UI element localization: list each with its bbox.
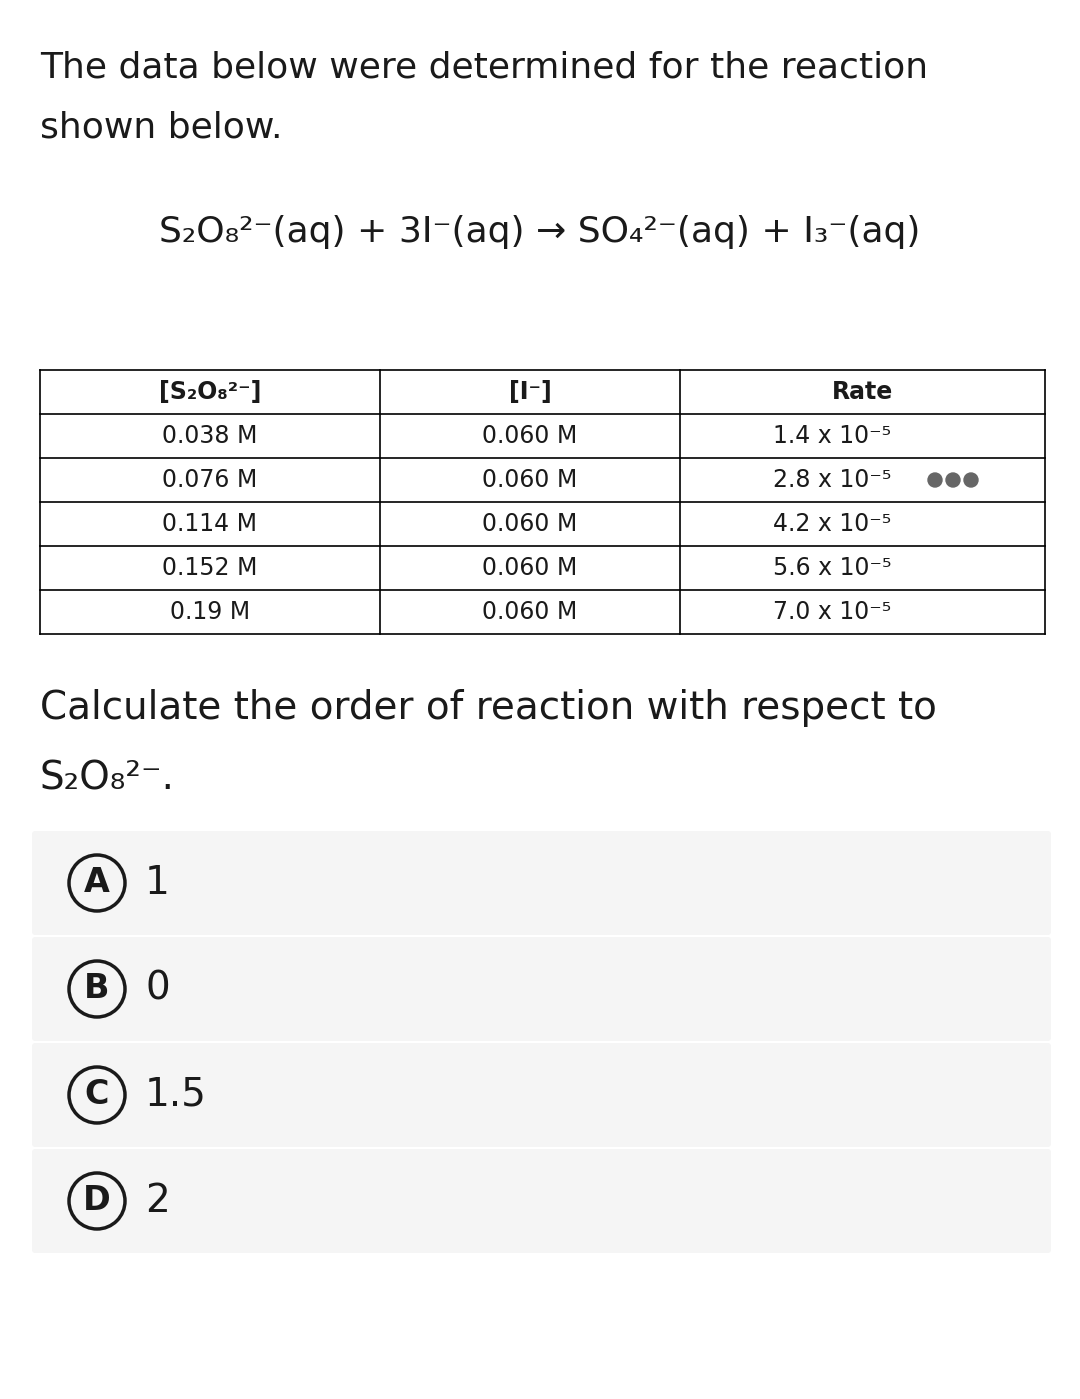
Text: 1.5: 1.5 [145, 1076, 207, 1114]
FancyBboxPatch shape [32, 831, 1051, 935]
Text: A: A [84, 866, 110, 900]
Text: S₂O₈²⁻(aq) + 3I⁻(aq) → SO₄²⁻(aq) + I₃⁻(aq): S₂O₈²⁻(aq) + 3I⁻(aq) → SO₄²⁻(aq) + I₃⁻(a… [160, 215, 920, 249]
Text: 4.2 x 10⁻⁵: 4.2 x 10⁻⁵ [773, 512, 892, 536]
Text: B: B [84, 972, 110, 1006]
Text: 0.19 M: 0.19 M [170, 600, 251, 624]
Text: 0: 0 [145, 970, 170, 1009]
Text: shown below.: shown below. [40, 111, 283, 144]
FancyBboxPatch shape [32, 1149, 1051, 1254]
Text: C: C [84, 1079, 109, 1111]
Text: 0.060 M: 0.060 M [483, 424, 578, 448]
Text: 1: 1 [145, 865, 170, 902]
Text: 0.076 M: 0.076 M [162, 469, 258, 492]
Text: D: D [83, 1185, 111, 1217]
Circle shape [964, 473, 978, 487]
Text: S₂O₈²⁻.: S₂O₈²⁻. [40, 760, 175, 797]
Text: 0.060 M: 0.060 M [483, 600, 578, 624]
Circle shape [928, 473, 942, 487]
FancyBboxPatch shape [32, 1044, 1051, 1147]
Text: The data below were determined for the reaction: The data below were determined for the r… [40, 50, 928, 84]
Text: 5.6 x 10⁻⁵: 5.6 x 10⁻⁵ [773, 555, 892, 581]
Text: 2: 2 [145, 1182, 170, 1220]
Text: 0.060 M: 0.060 M [483, 555, 578, 581]
Text: Rate: Rate [832, 381, 893, 404]
Text: Calculate the order of reaction with respect to: Calculate the order of reaction with res… [40, 688, 936, 727]
Text: [S₂O₈²⁻]: [S₂O₈²⁻] [159, 381, 261, 404]
Text: 0.060 M: 0.060 M [483, 512, 578, 536]
Text: 2.8 x 10⁻⁵: 2.8 x 10⁻⁵ [773, 469, 892, 492]
Text: 1.4 x 10⁻⁵: 1.4 x 10⁻⁵ [773, 424, 892, 448]
Text: 0.114 M: 0.114 M [162, 512, 257, 536]
Circle shape [946, 473, 960, 487]
FancyBboxPatch shape [32, 937, 1051, 1041]
Text: 0.060 M: 0.060 M [483, 469, 578, 492]
Text: 0.038 M: 0.038 M [162, 424, 258, 448]
Text: [I⁻]: [I⁻] [509, 381, 552, 404]
Text: 0.152 M: 0.152 M [162, 555, 258, 581]
Text: 7.0 x 10⁻⁵: 7.0 x 10⁻⁵ [773, 600, 892, 624]
